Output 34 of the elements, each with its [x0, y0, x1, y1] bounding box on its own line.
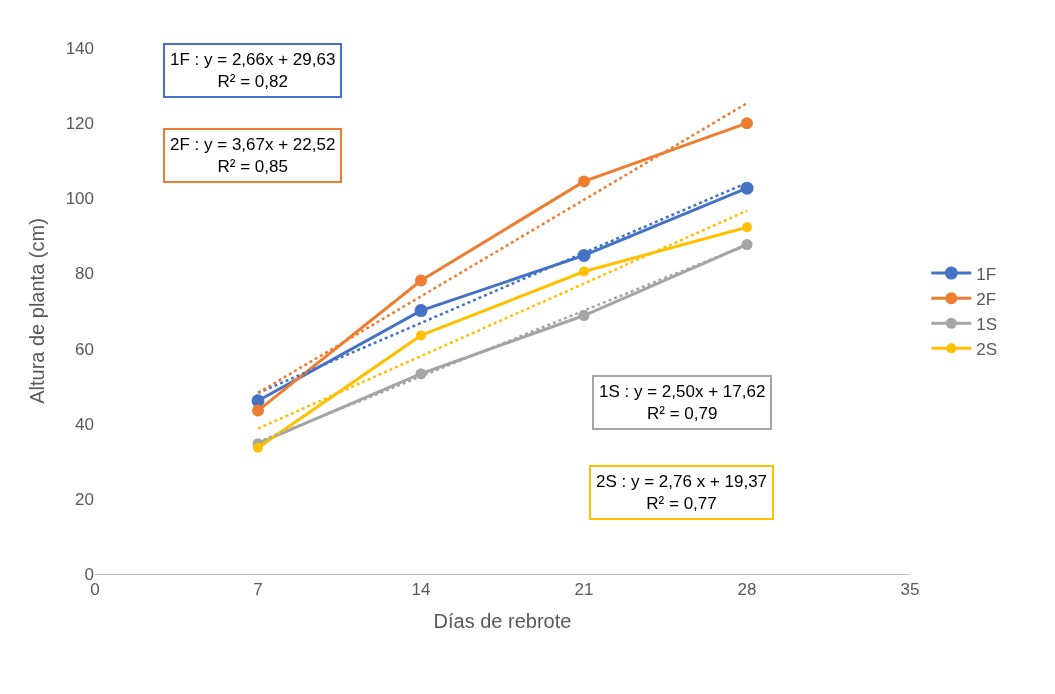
x-tick-label: 14	[411, 580, 431, 600]
point	[578, 310, 590, 322]
point	[416, 330, 426, 341]
y-tick-label: 80	[75, 264, 94, 284]
legend-label: 1S	[976, 314, 998, 334]
legend-label: 2S	[976, 339, 998, 359]
y-tick-label: 140	[65, 38, 94, 58]
point	[415, 274, 427, 287]
x-tick-label: 28	[737, 580, 757, 600]
y-tick-label: 20	[75, 489, 94, 509]
y-tick-label: 40	[75, 414, 94, 434]
x-tick-label: 7	[253, 580, 263, 600]
point	[252, 404, 264, 417]
y-tick-label: 100	[65, 189, 94, 209]
annotation: 2F : y = 3,67x + 22,52 R² = 0,85	[170, 135, 336, 177]
point	[579, 266, 589, 277]
point	[740, 181, 754, 195]
y-tick-label: 0	[84, 564, 94, 584]
point	[578, 175, 590, 188]
y-axis-title: Altura de planta (cm)	[26, 218, 49, 404]
x-axis-title: Días de rebrote	[433, 609, 572, 632]
annotation: 1F : y = 2,66x + 29,63 R² = 0,82	[170, 50, 336, 92]
point	[742, 222, 752, 233]
legend-label: 1F	[976, 264, 997, 284]
x-tick-label: 35	[900, 580, 920, 600]
y-tick-label: 120	[65, 114, 94, 134]
point	[741, 117, 753, 130]
annotation: 2S : y = 2,76 x + 19,37 R² = 0,77	[596, 472, 768, 514]
annotation: 1S : y = 2,50x + 17,62 R² = 0,79	[599, 382, 766, 424]
legend-label: 2F	[976, 289, 997, 309]
y-tick-label: 60	[75, 339, 94, 359]
x-tick-label: 21	[574, 580, 594, 600]
point	[253, 442, 263, 453]
point	[414, 304, 428, 318]
